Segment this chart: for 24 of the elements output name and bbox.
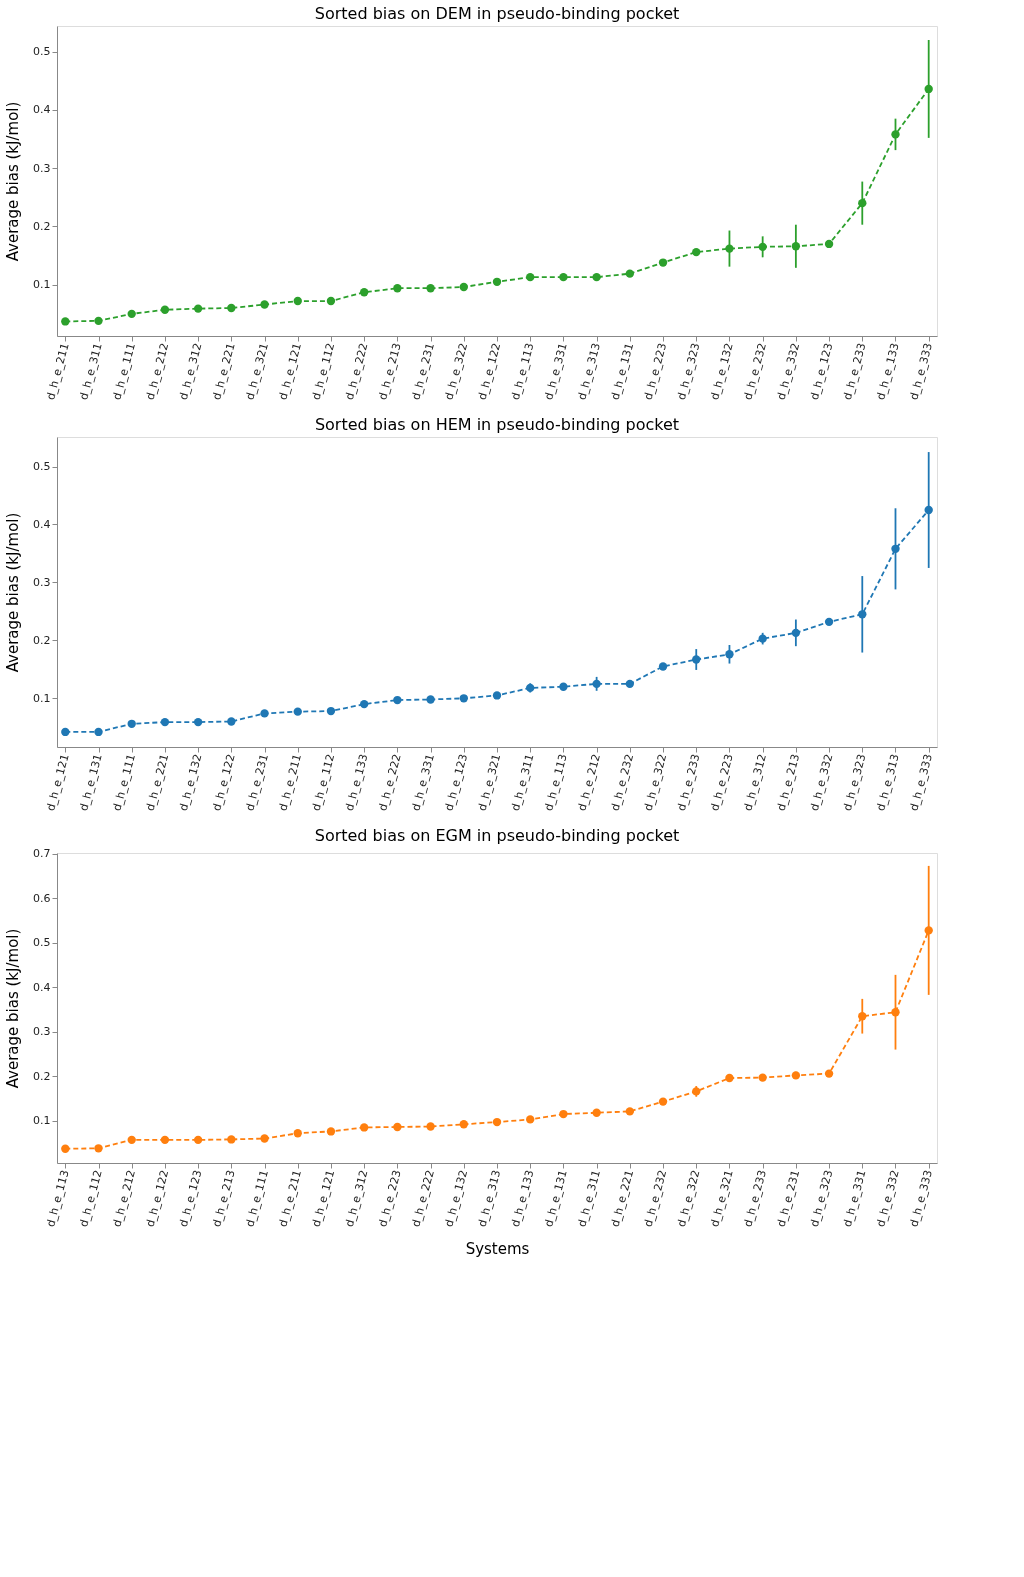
y-tick-label: 0.5 <box>33 460 51 474</box>
y-tick-label: 0.6 <box>33 891 51 905</box>
y-tick-label: 0.7 <box>33 847 51 861</box>
y-tick-label: 0.1 <box>33 691 51 705</box>
x-axis-title: Systems <box>465 1240 530 1259</box>
y-tick-label: 0.4 <box>33 980 51 994</box>
y-tick-label: 0.3 <box>33 575 51 589</box>
chart-title: Sorted bias on DEM in pseudo-binding pocket <box>314 4 680 23</box>
y-tick-label: 0.2 <box>33 1069 51 1083</box>
y-tick-label: 0.4 <box>33 518 51 531</box>
y-axis-title: Average bias (kJ/mol) <box>4 101 23 262</box>
y-tick-label: 0.1 <box>33 1114 51 1128</box>
y-tick-label: 0.1 <box>33 278 51 292</box>
y-tick-label: 0.2 <box>33 219 51 233</box>
y-axis-title: Average bias (kJ/mol) <box>4 512 23 673</box>
y-tick-label: 0.2 <box>33 633 51 647</box>
chart-title: Sorted bias on EGM in pseudo-binding pocket <box>314 825 680 845</box>
y-tick-label: 0.3 <box>33 161 51 175</box>
y-axis-title: Average bias (kJ/mol) <box>4 928 23 1089</box>
y-tick-label: 0.4 <box>33 103 51 117</box>
y-tick-label: 0.3 <box>33 1025 51 1039</box>
y-tick-label: 0.5 <box>33 45 51 59</box>
chart-title: Sorted bias on HEM in pseudo-binding pocket <box>314 415 680 434</box>
y-tick-label: 0.5 <box>33 936 51 950</box>
